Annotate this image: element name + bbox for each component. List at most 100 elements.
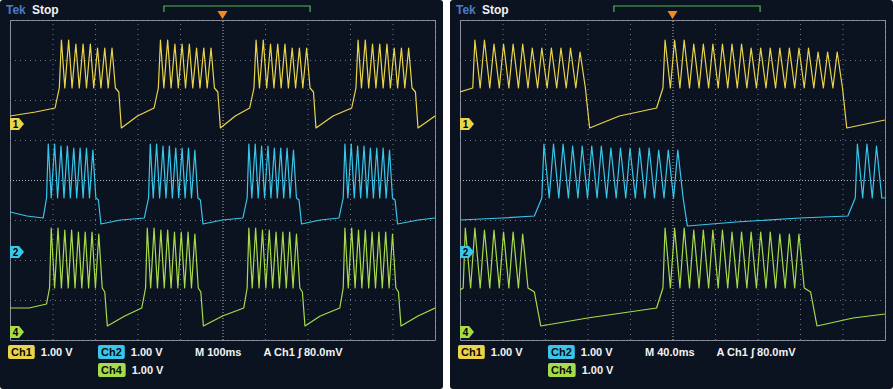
screen-background <box>450 0 893 389</box>
y-tick <box>460 220 885 221</box>
grid-line <box>460 100 885 101</box>
trace <box>460 228 885 326</box>
plot-area <box>460 40 885 326</box>
grid-line <box>460 220 885 221</box>
ground-markers: 1 2 4 <box>460 118 474 338</box>
screen-background <box>0 0 443 389</box>
y-tick <box>460 340 885 341</box>
y-tick <box>10 340 435 341</box>
channel-name: Ch4 <box>551 364 573 376</box>
readouts: Ch1 1.00 V Ch2 1.00 V Ch4 1.00 V M 100ms A Ch1 … <box>8 345 343 377</box>
channel-name: Ch1 <box>11 346 32 358</box>
grid-line <box>630 20 631 340</box>
x-tick <box>885 20 886 340</box>
y-axis-line <box>11 21 436 341</box>
grid-line <box>350 20 351 340</box>
channel-scale: 1.00 V <box>582 364 614 376</box>
header: TekStop <box>456 3 760 19</box>
channel-badge <box>8 345 35 359</box>
trace <box>10 228 435 326</box>
x-axis <box>11 20 436 341</box>
grid-line <box>460 340 885 341</box>
figure: 124TekStopCh11.00 VCh21.00 VCh41.00 VM 1… <box>0 0 893 389</box>
trace <box>10 144 435 224</box>
channel-badge <box>98 363 126 377</box>
ground-label: 2 <box>463 247 469 258</box>
y-tick <box>460 140 885 141</box>
y-tick <box>460 100 885 101</box>
channel-name: Ch4 <box>101 364 123 376</box>
y-tick <box>460 20 885 21</box>
channel-badge <box>548 363 576 377</box>
grid-line <box>10 180 435 181</box>
trace <box>460 144 885 226</box>
channel-scale: 1.00 V <box>41 346 73 358</box>
trigger-readout: A Ch1 ∫ 80.0mV <box>717 346 797 359</box>
ground-marker <box>10 326 24 338</box>
y-tick <box>10 100 435 101</box>
trigger-position <box>218 11 228 19</box>
x-tick <box>503 20 504 340</box>
channel-scale: 1.00 V <box>581 346 613 358</box>
scope-panel: 1 2 4 TekStop Ch1 1.00 V Ch2 1.00 V Ch4 1.00 V M 4… <box>450 0 893 389</box>
header: TekStop <box>6 3 310 19</box>
ground-label: 4 <box>463 327 469 338</box>
x-tick <box>843 20 844 340</box>
ground-marker <box>10 118 24 130</box>
ground-label: 2 <box>13 247 19 258</box>
title: Stop <box>482 3 509 17</box>
ground-marker <box>10 246 24 258</box>
grid-line <box>223 20 224 340</box>
ground-label: 1 <box>13 119 19 130</box>
y-axis <box>460 21 885 341</box>
ground-label: 1 <box>463 119 469 130</box>
x-tick <box>138 20 139 340</box>
grid-line <box>10 20 435 21</box>
grid-line <box>460 20 885 21</box>
x-tick <box>588 20 589 340</box>
timebase: M 100ms <box>195 346 241 358</box>
trace <box>460 40 885 128</box>
ground-marker <box>460 326 474 338</box>
timebase: M 40.0ms <box>645 346 695 358</box>
grid-line <box>10 340 435 341</box>
channel-badge <box>98 345 125 359</box>
readouts: Ch1 1.00 V Ch2 1.00 V Ch4 1.00 V M 40.0ms A Ch1… <box>458 345 796 377</box>
channel-name: Ch2 <box>551 346 572 358</box>
ground-label: 4 <box>13 327 19 338</box>
logo: Tek <box>6 3 26 17</box>
trigger-position <box>668 11 678 19</box>
grid-line <box>843 20 844 340</box>
channel-name: Ch1 <box>461 346 482 358</box>
record-bracket <box>164 6 310 12</box>
channel-badge <box>548 345 575 359</box>
grid-line <box>545 20 546 340</box>
grid-line <box>10 100 435 101</box>
plot-area <box>10 40 435 326</box>
x-axis-line <box>461 20 886 341</box>
y-tick <box>460 180 885 181</box>
grid-line <box>138 20 139 340</box>
x-tick <box>800 20 801 340</box>
grid-line <box>885 20 886 340</box>
grid-line <box>10 140 435 141</box>
grid-line <box>460 140 885 141</box>
channel-scale: 1.00 V <box>131 346 163 358</box>
y-tick <box>460 300 885 301</box>
ground-marker <box>460 246 474 258</box>
grid-line <box>503 20 504 340</box>
y-axis <box>10 21 435 341</box>
channel-scale: 1.00 V <box>491 346 523 358</box>
grid-line <box>460 180 885 181</box>
grid-line <box>460 300 885 301</box>
y-axis-line <box>461 21 886 341</box>
ground-markers: 1 2 4 <box>10 118 24 338</box>
scope-panel: 1 2 4 TekStop Ch1 1.00 V Ch2 1.00 V Ch4 1.00 V M 1… <box>0 0 443 389</box>
trigger-readout: A Ch1 ∫ 80.0mV <box>263 346 343 359</box>
x-tick <box>545 20 546 340</box>
channel-badge <box>458 345 485 359</box>
channel-scale: 1.00 V <box>132 364 164 376</box>
x-tick <box>223 20 224 340</box>
grid-line <box>10 300 435 301</box>
channel-name: Ch2 <box>101 346 122 358</box>
